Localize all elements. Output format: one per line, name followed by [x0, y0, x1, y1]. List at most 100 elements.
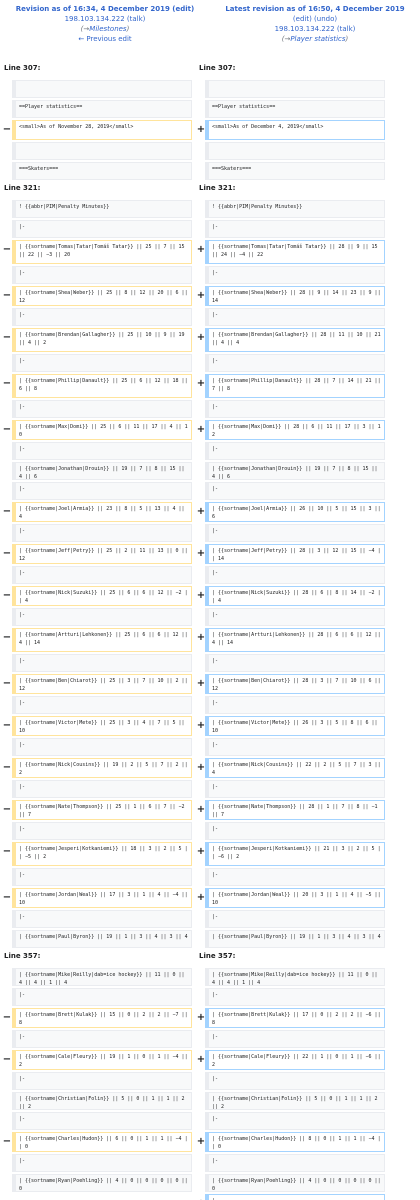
new-line-cell: |- — [205, 654, 385, 672]
new-line-cell: ! {{abbr|PIM|Penalty Minutes}} — [205, 200, 385, 218]
old-summary-link[interactable]: Milestones — [89, 25, 127, 33]
old-line-cell: | {{sortname|Phillip|Danault}} || 25 || … — [12, 374, 192, 398]
new-line-cell: | {{sortname|Ben|Chiarot}} || 28 || 3 ||… — [205, 674, 385, 694]
minus-marker-icon: − — [2, 1054, 12, 1065]
new-line-cell: |- — [205, 220, 385, 238]
old-line-cell: |- — [12, 696, 192, 714]
new-line-cell: |- — [205, 780, 385, 798]
new-line-cell: | {{sortname|Nick|Cousins}} || 22 || 2 |… — [205, 758, 385, 778]
old-line-cell: | {{sortname|Mike|Reilly|dab=ice hockey}… — [12, 968, 192, 986]
old-line-cell: |- — [12, 868, 192, 886]
old-line-number: Line 321: — [4, 184, 41, 192]
new-revision-user[interactable]: 198.103.134.222 (talk) — [274, 25, 356, 33]
old-line-number: Line 357: — [4, 952, 41, 960]
diff-row-changed: − + | {{sortname|Joel|Armia}} || 23 || 8 |… — [0, 502, 420, 522]
diff-row-changed: − + | {{sortname|Nick|Cousins}} || 19 || 2… — [0, 758, 420, 778]
old-line-cell: |- — [12, 400, 192, 418]
diff-row-context: |- |- — [0, 608, 420, 626]
old-line-cell: | {{sortname|Jeff|Petry}} || 25 || 2 || … — [12, 544, 192, 564]
diff-row-context: |- |- — [0, 1112, 420, 1130]
summary-close: ) — [345, 35, 349, 43]
old-revision-title[interactable]: Revision as of 16:34, 4 December 2019 (e… — [15, 5, 195, 13]
old-line-cell: | {{sortname|Nate|Thompson}} || 25 || 1 … — [12, 800, 192, 820]
minus-marker-icon: − — [2, 590, 12, 601]
line-number-row: Line 357: Line 357: — [0, 950, 420, 962]
minus-marker-icon: − — [2, 244, 12, 255]
old-line-cell: |- — [12, 1112, 192, 1130]
old-line-cell: | {{sortname|Brendan|Gallagher}} || 25 |… — [12, 328, 192, 352]
new-line-cell: | {{sortname|Jeff|Petry}} || 28 || 3 || … — [205, 544, 385, 564]
minus-marker-icon: − — [2, 290, 12, 301]
old-line-cell: | {{sortname|Charles|Hudon}} || 6 || 0 |… — [12, 1132, 192, 1152]
new-line-cell: |- — [205, 988, 385, 1006]
minus-marker-icon: − — [2, 846, 12, 857]
new-line-cell: |- — [205, 608, 385, 626]
new-line-cell: | {{sortname|Phillip|Danault}} || 28 || … — [205, 374, 385, 398]
diff-row-context: |- |- — [0, 1154, 420, 1172]
new-line-cell: | {{sortname|Jordan|Weal}} || 20 || 3 ||… — [205, 888, 385, 908]
new-line-cell: |- — [205, 524, 385, 542]
new-line-cell: |- — [205, 482, 385, 500]
new-summary-link[interactable]: Player statistics — [290, 35, 346, 43]
new-line-cell: | {{sortname|Mike|Reilly|dab=ice hockey}… — [205, 968, 385, 986]
new-line-cell: | {{sortname|Nate|Thompson}} || 28 || 1 … — [205, 800, 385, 820]
new-line-cell: | {{sortname|Tomas|Tatar|Tomáš Tatar}} |… — [205, 240, 385, 264]
diff-row-context: |- |- — [0, 220, 420, 238]
plus-marker-icon: + — [196, 1054, 206, 1065]
old-line-cell: |- — [12, 654, 192, 672]
diff-row-changed: − + | {{sortname|Max|Domi}} || 25 || 6 || … — [0, 420, 420, 440]
new-line-cell: |- — [205, 696, 385, 714]
new-line-cell: |- — [205, 1072, 385, 1090]
diff-row-context: | {{sortname|Mike|Reilly|dab=ice hockey}… — [0, 968, 420, 986]
old-line-cell: |- — [12, 308, 192, 326]
new-line-cell — [205, 80, 385, 98]
diff-row-changed: − + | {{sortname|Victor|Mete}} || 25 || 3 … — [0, 716, 420, 736]
old-line-cell: |- — [12, 1030, 192, 1048]
diff-row-context: |- |- — [0, 1030, 420, 1048]
diff-row-context: |- |- — [0, 910, 420, 928]
new-line-number: Line 307: — [199, 64, 236, 72]
old-line-cell: | {{sortname|Paul|Byron}} || 19 || 1 || … — [12, 930, 192, 948]
old-line-cell: |- — [12, 266, 192, 284]
diff-row-context: ! {{abbr|PIM|Penalty Minutes}} ! {{abbr|P… — [0, 200, 420, 218]
new-line-cell: | {{sortname|Shea|Weber}} || 28 || 9 || … — [205, 286, 385, 306]
new-revision-title[interactable]: Latest revision as of 16:50, 4 December … — [225, 5, 405, 13]
line-number-row: Line 321: Line 321: — [0, 182, 420, 194]
diff-row-changed: − + | {{sortname|Phillip|Danault}} || 25 |… — [0, 374, 420, 398]
diff-row-changed: − + | {{sortname|Artturi|Lehkonen}} || 25 … — [0, 628, 420, 652]
previous-edit-link[interactable]: ← Previous edit — [78, 35, 132, 43]
new-line-cell: |- — [205, 1154, 385, 1172]
new-line-cell: | {{sortname|Cale|Fleury}} || 22 || 1 ||… — [205, 1050, 385, 1070]
minus-marker-icon: − — [2, 804, 12, 815]
diff-row-context — [0, 142, 420, 160]
old-revision-user[interactable]: 198.103.134.222 (talk) — [64, 15, 146, 23]
old-line-cell: ==Player statistics== — [12, 100, 192, 118]
summary-arrow: (→ — [80, 25, 90, 33]
diff-row-context: |- |- — [0, 400, 420, 418]
old-line-cell: |- — [12, 1072, 192, 1090]
diff-row-changed: − + | {{sortname|Nate|Thompson}} || 25 || … — [0, 800, 420, 820]
new-line-cell: |- — [205, 1194, 385, 1200]
diff-row-context — [0, 80, 420, 98]
old-line-cell: |- — [12, 442, 192, 460]
diff-row-changed: − + | {{sortname|Shea|Weber}} || 25 || 8 |… — [0, 286, 420, 306]
diff-row-changed: − + | {{sortname|Cale|Fleury}} || 19 || 1 … — [0, 1050, 420, 1070]
old-revision-header: Revision as of 16:34, 4 December 2019 (e… — [0, 0, 210, 60]
new-line-cell: |- — [205, 442, 385, 460]
diff-row-context: |- |- — [0, 482, 420, 500]
new-line-cell: <small>As of December 4, 2019</small> — [205, 120, 385, 140]
old-line-cell — [12, 80, 192, 98]
minus-marker-icon: − — [2, 1012, 12, 1023]
plus-marker-icon: + — [196, 506, 206, 517]
plus-marker-icon: + — [196, 1136, 206, 1147]
old-line-cell: |- — [12, 524, 192, 542]
diff-row-context: |- |- — [0, 354, 420, 372]
plus-marker-icon: + — [196, 804, 206, 815]
old-line-cell: |- — [12, 354, 192, 372]
new-revision-actions[interactable]: (edit) (undo) — [292, 15, 338, 23]
new-line-cell: | {{sortname|Jesperi|Kotkaniemi}} || 21 … — [205, 842, 385, 866]
new-line-number: Line 357: — [199, 952, 236, 960]
plus-marker-icon: + — [196, 290, 206, 301]
old-line-cell: | {{sortname|Ryan|Poehling}} || 4 || 0 |… — [12, 1174, 192, 1192]
